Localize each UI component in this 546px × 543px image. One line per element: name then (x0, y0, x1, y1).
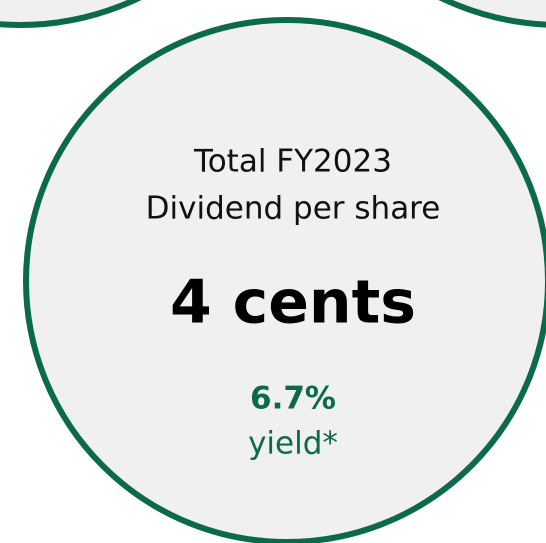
label-line: Dividend per share (146, 191, 441, 227)
dividend-value: 4 cents (170, 268, 416, 338)
yield-value: 6.7% (250, 381, 336, 417)
neighbor-circle-left (0, 0, 142, 28)
neighbor-circle-right (438, 0, 546, 28)
label-line: Total FY2023 (193, 144, 392, 180)
yield-label: yield* (248, 426, 338, 462)
dividend-circle (23, 17, 546, 543)
